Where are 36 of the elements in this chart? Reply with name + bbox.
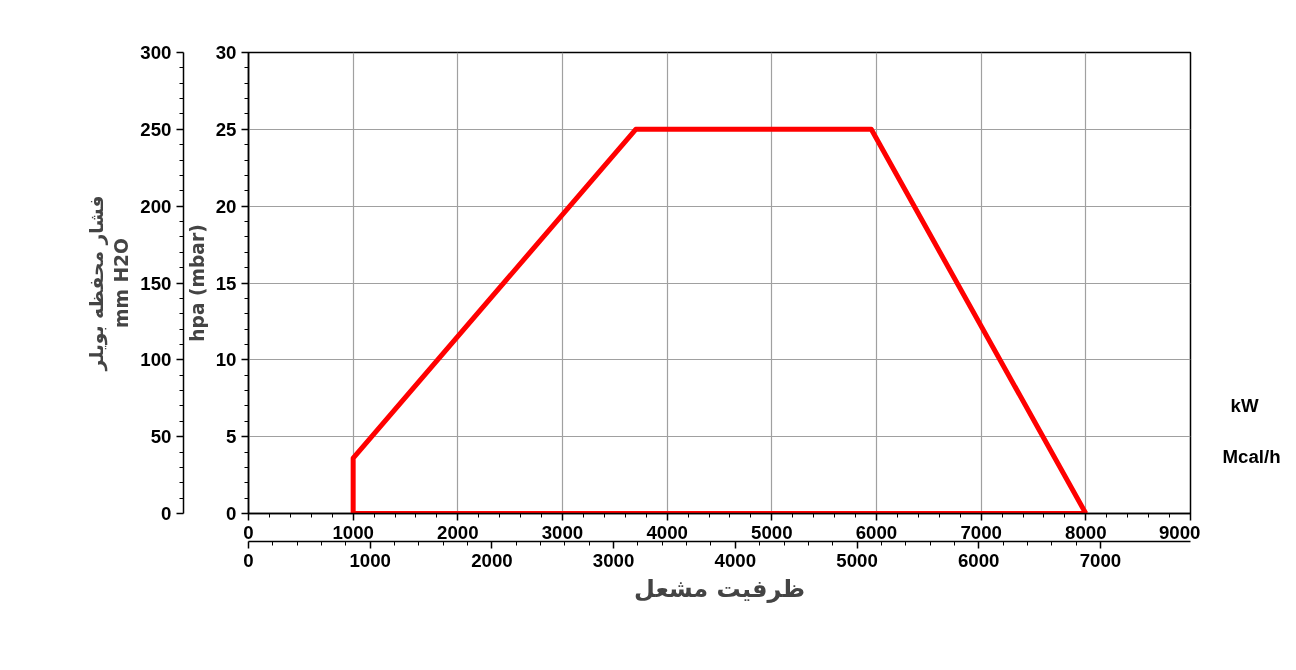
x2-axis-title: Mcal/h xyxy=(1222,445,1281,467)
x2-tick-label: 1000 xyxy=(349,549,391,571)
y-tick-label: 10 xyxy=(215,349,237,371)
x-tick-label: 5000 xyxy=(751,521,793,543)
text: ظرفیت مشعل xyxy=(633,574,806,603)
x2-tick-label: 7000 xyxy=(1079,549,1122,571)
x2-tick-label: 6000 xyxy=(957,549,1000,571)
y2-tick-label: 50 xyxy=(150,426,172,448)
y2-tick-label: 150 xyxy=(140,272,172,294)
x2-tick-label: 2000 xyxy=(471,549,513,571)
y2-tick-label: 200 xyxy=(140,195,172,217)
y-tick-label: 25 xyxy=(215,118,237,140)
x-tick-label: 4000 xyxy=(646,521,688,543)
y-tick-label: 5 xyxy=(226,426,237,448)
y2-tick-label: 300 xyxy=(140,42,172,63)
y-tick-label: 20 xyxy=(215,195,237,217)
y-tick-label: 30 xyxy=(215,42,237,63)
x-axis-title: kW xyxy=(1230,394,1259,416)
x-tick-label: 3000 xyxy=(541,521,584,543)
y-axis-title: hpa (mbar) xyxy=(186,224,208,342)
x-tick-label: 2000 xyxy=(437,521,479,543)
x2-tick-label: 3000 xyxy=(592,549,635,571)
x-tick-label: 6000 xyxy=(855,521,898,543)
x-tick-label: 9000 xyxy=(1159,521,1201,543)
y2-tick-label: 100 xyxy=(140,349,172,371)
y2-tick-label: 250 xyxy=(140,118,172,140)
x-tick-label: 1000 xyxy=(332,521,374,543)
x-tick-label: 7000 xyxy=(960,521,1002,543)
x2-tick-label: 4000 xyxy=(714,549,757,571)
x2-tick-label: 5000 xyxy=(836,549,878,571)
y-tick-label: 0 xyxy=(226,503,237,524)
y-tick-label: 15 xyxy=(215,272,237,294)
x-tick-label: 8000 xyxy=(1065,521,1107,543)
x2-tick-label: 0 xyxy=(243,549,254,571)
y2-tick-label: 0 xyxy=(161,503,172,524)
x-tick-label: 0 xyxy=(243,521,254,543)
